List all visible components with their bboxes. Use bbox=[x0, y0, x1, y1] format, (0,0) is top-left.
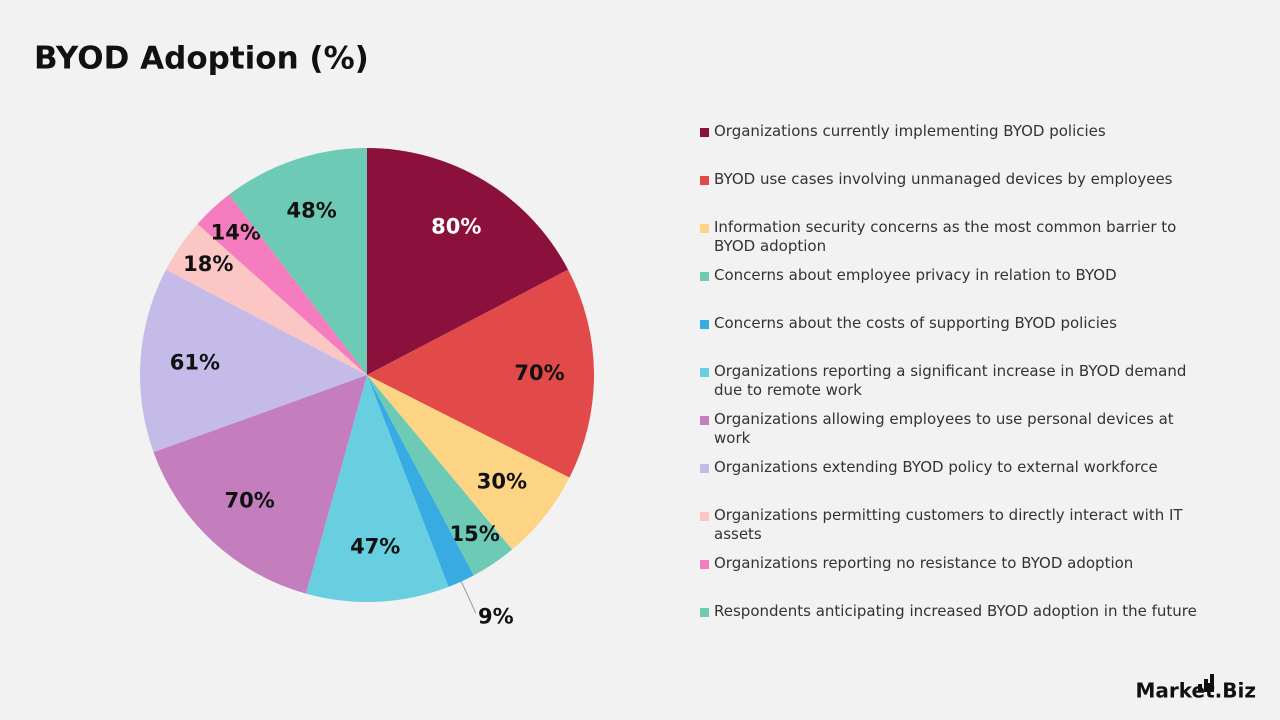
legend-item: Organizations currently implementing BYO… bbox=[700, 122, 1214, 141]
pie-slice bbox=[367, 148, 569, 375]
legend-swatch bbox=[700, 320, 709, 329]
legend-item: Organizations allowing employees to use … bbox=[700, 410, 1214, 448]
legend-swatch bbox=[700, 224, 709, 233]
legend-label: Concerns about the costs of supporting B… bbox=[714, 314, 1117, 332]
legend-label: Organizations extending BYOD policy to e… bbox=[714, 458, 1158, 476]
legend-label: Information security concerns as the mos… bbox=[714, 218, 1177, 255]
legend-item: Concerns about the costs of supporting B… bbox=[700, 314, 1214, 333]
data-label: 48% bbox=[287, 199, 337, 223]
pie-slice bbox=[140, 269, 367, 453]
pie-slice bbox=[165, 224, 367, 375]
pie-slice bbox=[367, 375, 513, 576]
pie-slice bbox=[367, 375, 570, 550]
legend-item: Information security concerns as the mos… bbox=[700, 218, 1214, 256]
brand-logo: Market.Biz bbox=[1136, 679, 1257, 703]
pie-slice bbox=[197, 194, 367, 375]
legend-label: Organizations permitting customers to di… bbox=[714, 506, 1183, 543]
legend-item: Organizations reporting no resistance to… bbox=[700, 554, 1214, 573]
data-label: 15% bbox=[449, 522, 499, 546]
data-label: 61% bbox=[170, 350, 220, 374]
pie-slice bbox=[229, 148, 367, 375]
legend-swatch bbox=[700, 512, 709, 521]
legend-swatch bbox=[700, 272, 709, 281]
data-label: 47% bbox=[350, 534, 400, 558]
legend-label: Concerns about employee privacy in relat… bbox=[714, 266, 1117, 284]
data-label: 80% bbox=[431, 214, 481, 238]
legend-label: Respondents anticipating increased BYOD … bbox=[714, 602, 1197, 620]
legend-label: BYOD use cases involving unmanaged devic… bbox=[714, 170, 1173, 188]
pie-slice bbox=[367, 375, 474, 587]
legend-item: Organizations reporting a significant in… bbox=[700, 362, 1214, 400]
legend-label: Organizations currently implementing BYO… bbox=[714, 122, 1106, 140]
legend-swatch bbox=[700, 416, 709, 425]
data-label: 9% bbox=[478, 604, 514, 628]
legend-item: Organizations extending BYOD policy to e… bbox=[700, 458, 1214, 477]
legend-swatch bbox=[700, 464, 709, 473]
pie-slice bbox=[367, 269, 594, 478]
data-label: 30% bbox=[477, 470, 527, 494]
legend-item: Organizations permitting customers to di… bbox=[700, 506, 1214, 544]
data-label: 18% bbox=[183, 252, 233, 276]
legend-item: Respondents anticipating increased BYOD … bbox=[700, 602, 1214, 621]
pie-slice bbox=[153, 375, 367, 594]
data-label: 70% bbox=[514, 361, 564, 385]
legend-label: Organizations allowing employees to use … bbox=[714, 410, 1174, 447]
legend-swatch bbox=[700, 128, 709, 137]
logo-icon bbox=[1198, 674, 1214, 692]
legend-swatch bbox=[700, 368, 709, 377]
legend-label: Organizations reporting a significant in… bbox=[714, 362, 1187, 399]
legend-label: Organizations reporting no resistance to… bbox=[714, 554, 1134, 572]
legend-item: BYOD use cases involving unmanaged devic… bbox=[700, 170, 1214, 189]
leader-line bbox=[460, 581, 477, 614]
chart-title: BYOD Adoption (%) bbox=[34, 41, 369, 77]
legend-swatch bbox=[700, 608, 709, 617]
legend-swatch bbox=[700, 176, 709, 185]
legend-swatch bbox=[700, 560, 709, 569]
pie-slice bbox=[306, 375, 449, 602]
data-label: 70% bbox=[225, 488, 275, 512]
legend-item: Concerns about employee privacy in relat… bbox=[700, 266, 1214, 285]
